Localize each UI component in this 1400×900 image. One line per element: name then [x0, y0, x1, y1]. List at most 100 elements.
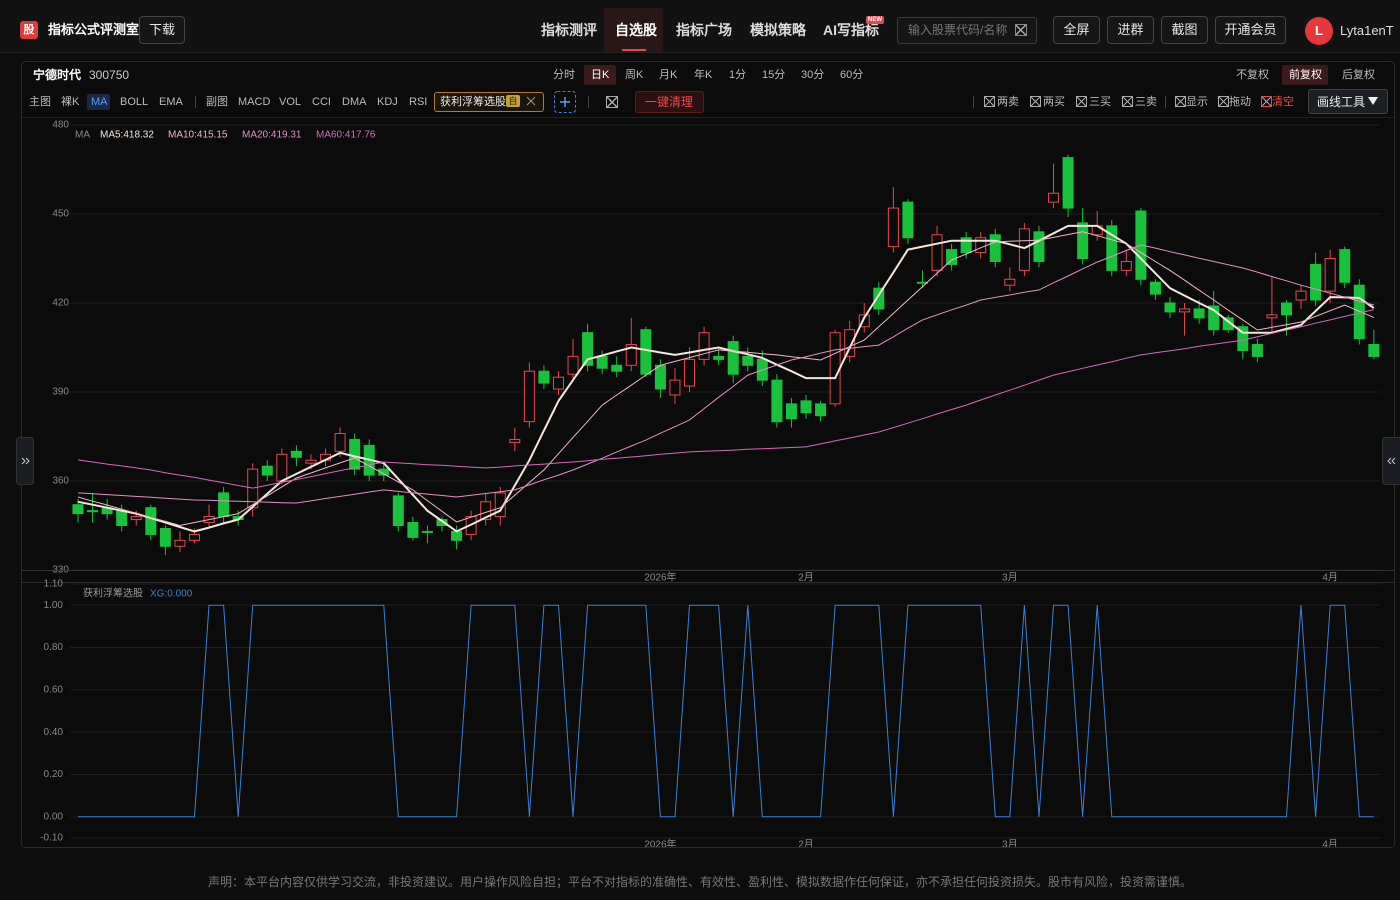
candle-body — [174, 539, 186, 547]
checkbox[interactable] — [1076, 96, 1087, 107]
nav-item[interactable]: 指标测评 — [541, 22, 597, 38]
checkbox[interactable] — [1175, 96, 1186, 107]
tool[interactable]: 三卖 — [1135, 96, 1157, 108]
tool[interactable]: 显示 — [1186, 96, 1208, 108]
checkbox[interactable] — [1030, 96, 1041, 107]
indicator[interactable]: DMA — [342, 96, 367, 108]
candle-body — [305, 459, 317, 464]
tool[interactable]: 拖动 — [1229, 96, 1251, 108]
candle-body — [611, 364, 623, 372]
checkbox[interactable] — [984, 96, 995, 107]
candle-body — [1368, 344, 1380, 357]
header-button[interactable]: 进群 — [1107, 16, 1154, 44]
candle-body — [1280, 302, 1292, 316]
tool[interactable]: 三买 — [1089, 96, 1111, 108]
period[interactable]: 1分 — [729, 69, 747, 81]
chart-panel — [21, 61, 1395, 848]
candle-body — [1222, 317, 1234, 331]
checkbox[interactable] — [1261, 96, 1272, 107]
tool[interactable]: 两卖 — [997, 96, 1019, 108]
nav-item[interactable]: 指标广场 — [676, 22, 732, 38]
nav-item[interactable]: AI写指标 — [823, 22, 879, 38]
period[interactable]: 60分 — [840, 69, 864, 81]
checkbox[interactable] — [1122, 96, 1133, 107]
candle-body — [1164, 302, 1176, 313]
indicator-group: 主图 — [29, 96, 51, 108]
indicator-active[interactable]: MA — [91, 96, 108, 108]
tag-close[interactable] — [526, 96, 536, 106]
candle-body — [1208, 305, 1220, 331]
legend-entry: XG:0.000 — [150, 589, 193, 600]
adjust[interactable]: 后复权 — [1342, 69, 1375, 81]
tool[interactable]: 清空 — [1272, 96, 1294, 108]
lower-axis-labels: 2026年 2月 3月 4月 — [644, 838, 1338, 847]
period-active[interactable]: 日K — [591, 69, 610, 81]
header-button[interactable]: 全屏 — [1053, 16, 1100, 44]
candle-body — [946, 249, 958, 265]
right-tab[interactable] — [1382, 437, 1400, 485]
candle-body — [873, 287, 885, 310]
indicator[interactable]: 裸K — [61, 96, 80, 108]
download-button[interactable]: 下载 — [139, 16, 185, 44]
candle-body — [960, 237, 972, 254]
candle-body — [625, 344, 637, 366]
candle-body — [145, 507, 157, 535]
left-tab[interactable] — [16, 437, 34, 485]
candle-body — [1295, 290, 1307, 301]
indicator-title: 获利浮筹选股 — [83, 587, 143, 600]
candle-body — [1018, 228, 1030, 271]
period[interactable]: 周K — [625, 69, 644, 81]
candle-body — [742, 355, 754, 366]
indicator[interactable]: RSI — [409, 96, 428, 108]
search-box[interactable] — [897, 17, 1037, 44]
y-tick-label: 390 — [52, 387, 69, 398]
clear-button[interactable]: 一键清理 — [645, 95, 694, 109]
header-button[interactable]: 截图 — [1161, 16, 1208, 44]
icon-box[interactable] — [606, 96, 618, 108]
indicator[interactable]: VOL — [279, 96, 302, 108]
y-tick-label: 480 — [52, 120, 69, 131]
period[interactable]: 月K — [659, 69, 678, 81]
avatar[interactable]: L — [1305, 17, 1333, 45]
y-tick-label: 360 — [52, 476, 69, 487]
nav-item-active[interactable]: 自选股 — [615, 22, 657, 38]
nav-active-bg — [604, 8, 663, 52]
clear-button-bg[interactable] — [635, 91, 704, 113]
candle-body — [815, 403, 827, 417]
checkbox[interactable] — [1218, 96, 1229, 107]
indicator[interactable]: EMA — [159, 96, 183, 108]
search-icon[interactable] — [1015, 24, 1027, 36]
tool[interactable]: 两买 — [1043, 96, 1065, 108]
adjust-active[interactable]: 前复权 — [1289, 69, 1322, 81]
indicator-group: 副图 — [206, 96, 228, 108]
nav-underline — [622, 49, 646, 51]
candle-body — [887, 207, 899, 248]
candle-body — [218, 492, 230, 518]
candle-body — [392, 495, 404, 527]
new-badge: NEW — [866, 16, 884, 24]
period[interactable]: 30分 — [801, 69, 825, 81]
separator — [588, 96, 589, 108]
candle-body — [829, 332, 841, 405]
candle-body — [684, 358, 696, 387]
nav-item[interactable]: 模拟策略 — [750, 22, 806, 38]
indicator[interactable]: MACD — [238, 96, 271, 108]
period[interactable]: 15分 — [762, 69, 786, 81]
candle-body — [713, 355, 725, 360]
candle-body — [596, 355, 608, 369]
header-button[interactable]: 开通会员 — [1215, 16, 1286, 44]
period[interactable]: 分时 — [553, 69, 575, 81]
separator — [1165, 96, 1166, 108]
add-indicator[interactable] — [554, 91, 576, 113]
formula-tag-label: 获利浮筹选股 — [440, 96, 506, 108]
adjust[interactable]: 不复权 — [1236, 69, 1269, 81]
user-name[interactable]: Lyta1enT — [1340, 23, 1394, 38]
period[interactable]: 年K — [694, 69, 713, 81]
indicator[interactable]: CCI — [312, 96, 331, 108]
candle-body — [582, 332, 594, 366]
candle-body — [654, 364, 666, 390]
indicator[interactable]: KDJ — [377, 96, 398, 108]
candle-body — [72, 504, 84, 515]
indicator[interactable]: BOLL — [120, 96, 149, 108]
